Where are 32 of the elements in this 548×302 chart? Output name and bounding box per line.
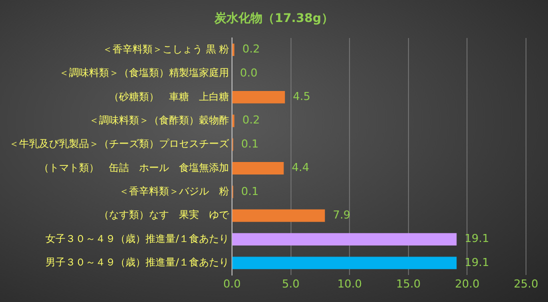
y-tick-label: （トマト類） 缶詰 ホール 食塩無添加 [39, 162, 229, 174]
data-label: 4.4 [292, 161, 310, 174]
data-label: 0.1 [241, 137, 259, 150]
x-tick-label: 20.0 [454, 277, 480, 290]
data-label: 0.0 [240, 66, 258, 80]
bar [232, 233, 457, 246]
y-tick-label: （なす類）なす 果実 ゆで [99, 209, 230, 222]
data-label: 0.1 [241, 184, 259, 198]
x-tick-label: 15.0 [396, 277, 421, 290]
data-label: 7.9 [332, 208, 350, 222]
data-label: 0.2 [242, 114, 260, 127]
data-label: 19.1 [464, 256, 490, 269]
y-tick-label: ＜香辛料類＞こしょう 黒 粉 [102, 43, 229, 56]
y-tick-label: （砂糖類） 車糖 上白糖 [109, 90, 229, 103]
y-tick-label: ＜調味料類＞（食酢類）穀物酢 [89, 114, 229, 126]
data-label: 4.5 [292, 90, 310, 104]
x-tick-label: 0.0 [223, 277, 241, 290]
y-tick-label: ＜牛乳及び乳製品＞（チーズ類）プロセスチーズ [9, 138, 230, 150]
bar [232, 90, 285, 104]
y-tick-label: 女子３０～４９（歳）推進量/１食あたり [46, 232, 229, 245]
data-label: 19.1 [464, 232, 490, 246]
chart-title: 炭水化物（17.38g） [213, 10, 334, 27]
y-tick-label: 男子３０～４９（歳）推進量/１食あたり [46, 256, 229, 269]
data-label: 0.2 [242, 42, 260, 56]
x-tick-label: 10.0 [337, 277, 362, 290]
bar [232, 162, 284, 174]
x-tick-label: 5.0 [282, 277, 300, 290]
y-tick-label: ＜調味料類＞（食塩類）精製塩家庭用 [59, 67, 229, 80]
bar [232, 209, 325, 222]
bar [232, 256, 457, 270]
y-tick-label: ＜香辛料類＞バジル 粉 [119, 186, 229, 198]
x-tick-label: 25.0 [514, 277, 538, 290]
